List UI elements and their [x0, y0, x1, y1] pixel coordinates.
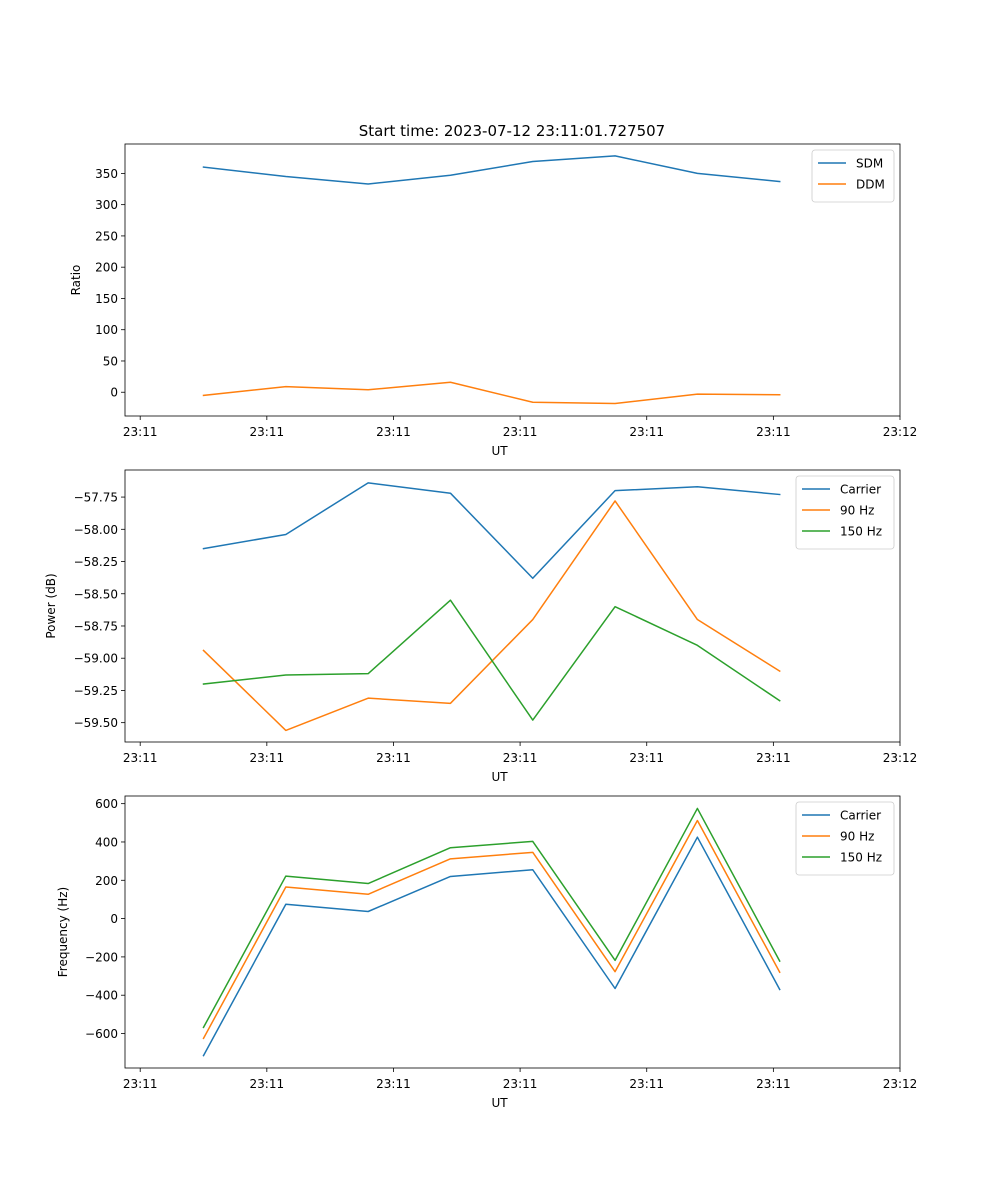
y-tick-label: 150 [95, 292, 118, 306]
y-tick-label: 0 [110, 386, 118, 400]
y-tick-label: −59.00 [74, 652, 118, 666]
legend-label: SDM [856, 157, 883, 171]
panel-2: 23:11 23:11 23:11 23:11 23:11 23:11 23:12 −59.5… [44, 469, 918, 784]
x-tick-label: 23:11 [629, 1077, 664, 1091]
y-axis-label: Frequency (Hz) [56, 887, 70, 978]
figure-title: Start time: 2023-07-12 23:11:01.727507 [359, 122, 665, 140]
y-tick-label: −59.50 [74, 716, 118, 730]
axes-frame [124, 795, 901, 1069]
y-tick-label: 100 [95, 323, 118, 337]
x-tick-label: 23:11 [376, 425, 411, 439]
x-axis-label: UT [491, 444, 508, 458]
panel-1: 23:11 23:11 23:11 23:11 23:11 23:11 23:12 0 50 10… [69, 143, 918, 458]
x-tick-label: 23:11 [756, 425, 791, 439]
legend: Carrier 90 Hz 150 Hz [795, 475, 895, 550]
x-axis-label: UT [491, 770, 508, 784]
y-axis-label: Ratio [69, 265, 83, 296]
legend-label: Carrier [840, 483, 881, 497]
series-line-sdm [202, 155, 781, 185]
legend-label: 150 Hz [840, 851, 882, 865]
axes-frame [124, 469, 901, 743]
legend: SDM DDM [811, 149, 895, 203]
y-tick-label: 200 [95, 874, 118, 888]
series-line-150-hz [202, 807, 781, 1029]
legend-label: 90 Hz [840, 830, 874, 844]
legend-label: DDM [856, 178, 885, 192]
series-line-carrier [202, 482, 781, 580]
x-tick-label: 23:11 [250, 751, 285, 765]
x-tick-label: 23:11 [503, 751, 538, 765]
x-tick-label: 23:11 [503, 425, 538, 439]
legend: Carrier 90 Hz 150 Hz [795, 801, 895, 876]
y-tick-label: 350 [95, 167, 118, 181]
x-tick-label: 23:11 [756, 1077, 791, 1091]
x-tick-label: 23:11 [629, 751, 664, 765]
x-tick-label: 23:11 [756, 751, 791, 765]
x-tick-label: 23:11 [629, 425, 664, 439]
x-tick-label: 23:11 [250, 1077, 285, 1091]
panels: 23:11 23:11 23:11 23:11 23:11 23:11 23:12 0 50 10… [44, 143, 918, 1110]
y-tick-label: 600 [95, 797, 118, 811]
panel-3: 23:11 23:11 23:11 23:11 23:11 23:11 23:12 −600 −… [56, 795, 918, 1110]
y-tick-label: 400 [95, 835, 118, 849]
y-tick-label: −59.25 [74, 684, 118, 698]
x-tick-label: 23:11 [123, 425, 158, 439]
x-axis-label: UT [491, 1096, 508, 1110]
x-tick-label: 23:12 [883, 1077, 918, 1091]
y-tick-label: −58.50 [74, 587, 118, 601]
y-tick-label: −400 [85, 989, 118, 1003]
y-tick-label: 300 [95, 198, 118, 212]
x-tick-label: 23:11 [123, 751, 158, 765]
x-tick-label: 23:11 [250, 425, 285, 439]
series-line-carrier [202, 836, 781, 1057]
legend-label: 150 Hz [840, 525, 882, 539]
y-axis-label: Power (dB) [44, 573, 58, 638]
x-tick-label: 23:11 [123, 1077, 158, 1091]
series-line-ddm [202, 381, 781, 405]
y-tick-label: 200 [95, 261, 118, 275]
x-tick-label: 23:11 [503, 1077, 538, 1091]
x-tick-label: 23:12 [883, 425, 918, 439]
legend-label: Carrier [840, 809, 881, 823]
x-tick-label: 23:11 [376, 1077, 411, 1091]
axes-frame [124, 143, 901, 417]
y-tick-label: −58.00 [74, 523, 118, 537]
y-tick-label: −58.25 [74, 555, 118, 569]
legend-label: 90 Hz [840, 504, 874, 518]
y-tick-label: −58.75 [74, 619, 118, 633]
x-tick-label: 23:12 [883, 751, 918, 765]
y-tick-label: −600 [85, 1027, 118, 1041]
y-tick-label: 0 [110, 912, 118, 926]
series-line-150-hz [202, 599, 781, 721]
y-tick-label: −200 [85, 950, 118, 964]
x-tick-label: 23:11 [376, 751, 411, 765]
y-tick-label: 250 [95, 229, 118, 243]
series-line-90-hz [202, 819, 781, 1040]
y-tick-label: −57.75 [74, 491, 118, 505]
y-tick-label: 50 [103, 354, 118, 368]
